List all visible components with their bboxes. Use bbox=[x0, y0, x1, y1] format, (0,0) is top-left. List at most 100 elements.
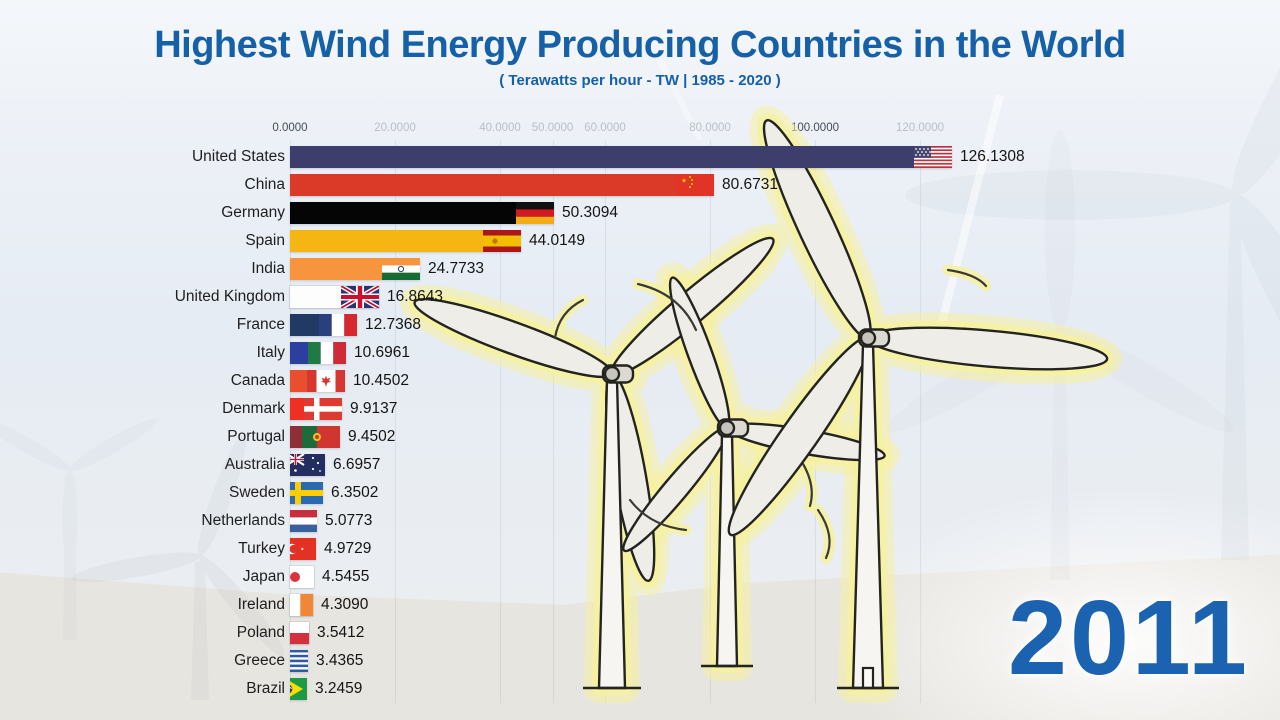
gridline bbox=[500, 140, 501, 703]
country-value: 4.3090 bbox=[321, 596, 369, 613]
country-row: France 12.7368 bbox=[0, 314, 1280, 336]
pl-flag-icon bbox=[290, 622, 309, 644]
country-row: United States 126.1308 bbox=[0, 146, 1280, 168]
country-value: 44.0149 bbox=[529, 232, 586, 249]
x-tick-label: 120.0000 bbox=[896, 122, 944, 134]
country-row: Germany 50.3094 bbox=[0, 202, 1280, 224]
gridline bbox=[395, 140, 396, 703]
country-label: India bbox=[251, 260, 285, 277]
country-value: 16.8643 bbox=[387, 288, 444, 305]
country-value: 10.4502 bbox=[353, 372, 410, 389]
country-value: 24.7733 bbox=[428, 260, 485, 277]
country-value: 12.7368 bbox=[365, 316, 422, 333]
de-flag-icon bbox=[516, 202, 554, 224]
country-label: United States bbox=[191, 148, 285, 165]
country-label: United Kingdom bbox=[174, 288, 285, 305]
country-bar bbox=[290, 286, 379, 308]
jp-flag-icon bbox=[290, 566, 314, 588]
country-row: China 80.6731 bbox=[0, 174, 1280, 196]
country-label: Sweden bbox=[228, 484, 285, 501]
country-bar bbox=[290, 258, 420, 280]
country-bar bbox=[290, 230, 521, 252]
country-bar bbox=[290, 314, 357, 336]
country-row: Brazil 3.2459 bbox=[0, 678, 1280, 700]
country-bar bbox=[290, 202, 554, 224]
country-value: 4.9729 bbox=[324, 540, 372, 557]
country-bar bbox=[290, 510, 317, 532]
country-label: Italy bbox=[256, 344, 285, 361]
country-bar bbox=[290, 426, 340, 448]
country-row: Greece 3.4365 bbox=[0, 650, 1280, 672]
country-row: Ireland 4.3090 bbox=[0, 594, 1280, 616]
country-value: 3.2459 bbox=[315, 680, 363, 697]
ie-flag-icon bbox=[290, 594, 313, 616]
country-row: United Kingdom 16.8643 bbox=[0, 286, 1280, 308]
country-value: 3.5412 bbox=[317, 624, 365, 641]
country-row: Sweden 6.3502 bbox=[0, 482, 1280, 504]
country-row: Australia 6.6957 bbox=[0, 454, 1280, 476]
country-value: 126.1308 bbox=[960, 148, 1025, 165]
country-bar bbox=[290, 650, 308, 672]
country-bar bbox=[290, 482, 323, 504]
gridline bbox=[552, 140, 554, 703]
country-label: China bbox=[244, 176, 286, 193]
se-flag-icon bbox=[290, 482, 323, 504]
country-value: 80.6731 bbox=[722, 176, 779, 193]
country-row: Turkey 4.9729 bbox=[0, 538, 1280, 560]
country-label: Brazil bbox=[246, 680, 285, 697]
country-row: Japan 4.5455 bbox=[0, 566, 1280, 588]
x-tick-label: 40.0000 bbox=[479, 122, 521, 134]
dk-flag-icon bbox=[304, 398, 342, 420]
country-value: 9.9137 bbox=[350, 400, 398, 417]
fr-flag-icon bbox=[319, 314, 357, 336]
page-subtitle: ( Terawatts per hour - TW | 1985 - 2020 … bbox=[499, 72, 781, 89]
country-bar bbox=[290, 146, 952, 168]
country-value: 4.5455 bbox=[322, 568, 370, 585]
x-tick-label: 80.0000 bbox=[689, 122, 731, 134]
ca-flag-icon bbox=[307, 370, 345, 392]
country-bar bbox=[290, 678, 307, 700]
country-bar bbox=[290, 342, 346, 364]
br-flag-icon bbox=[290, 678, 307, 700]
es-flag-icon bbox=[483, 230, 521, 252]
gr-flag-icon bbox=[290, 650, 308, 672]
country-bar bbox=[290, 622, 309, 644]
country-row: Italy 10.6961 bbox=[0, 342, 1280, 364]
pt-flag-icon bbox=[302, 426, 340, 448]
country-label: Turkey bbox=[238, 540, 285, 557]
country-row: India 24.7733 bbox=[0, 258, 1280, 280]
country-label: Spain bbox=[245, 232, 285, 249]
country-bar bbox=[290, 594, 313, 616]
country-row: Spain 44.0149 bbox=[0, 230, 1280, 252]
in-flag-icon bbox=[382, 258, 420, 280]
country-label: Denmark bbox=[222, 400, 285, 417]
country-value: 5.0773 bbox=[325, 512, 373, 529]
country-value: 10.6961 bbox=[354, 344, 411, 361]
nl-flag-icon bbox=[290, 510, 317, 532]
country-bar bbox=[290, 566, 314, 588]
us-flag-icon bbox=[914, 146, 952, 168]
country-row: Portugal 9.4502 bbox=[0, 426, 1280, 448]
x-tick-label: 100.0000 bbox=[791, 122, 839, 134]
country-row: Netherlands 5.0773 bbox=[0, 510, 1280, 532]
country-label: Australia bbox=[224, 456, 285, 473]
country-label: Netherlands bbox=[201, 512, 285, 529]
year-indicator: 2011 bbox=[1008, 579, 1250, 697]
x-tick-label: 0.0000 bbox=[272, 122, 308, 134]
gb-flag-icon bbox=[341, 286, 379, 308]
country-row: Canada 10.4502 bbox=[0, 370, 1280, 392]
gridline bbox=[920, 140, 921, 703]
country-bar bbox=[290, 370, 345, 392]
country-label: Germany bbox=[221, 204, 285, 221]
cn-flag-icon bbox=[676, 174, 714, 196]
au-flag-icon bbox=[290, 454, 325, 476]
country-bar bbox=[290, 538, 316, 560]
country-value: 9.4502 bbox=[348, 428, 396, 445]
country-label: Portugal bbox=[227, 428, 285, 445]
country-row: Denmark 9.9137 bbox=[0, 398, 1280, 420]
x-tick-label: 50.0000 bbox=[531, 122, 574, 134]
country-label: Poland bbox=[236, 624, 285, 641]
gridline bbox=[290, 140, 291, 703]
